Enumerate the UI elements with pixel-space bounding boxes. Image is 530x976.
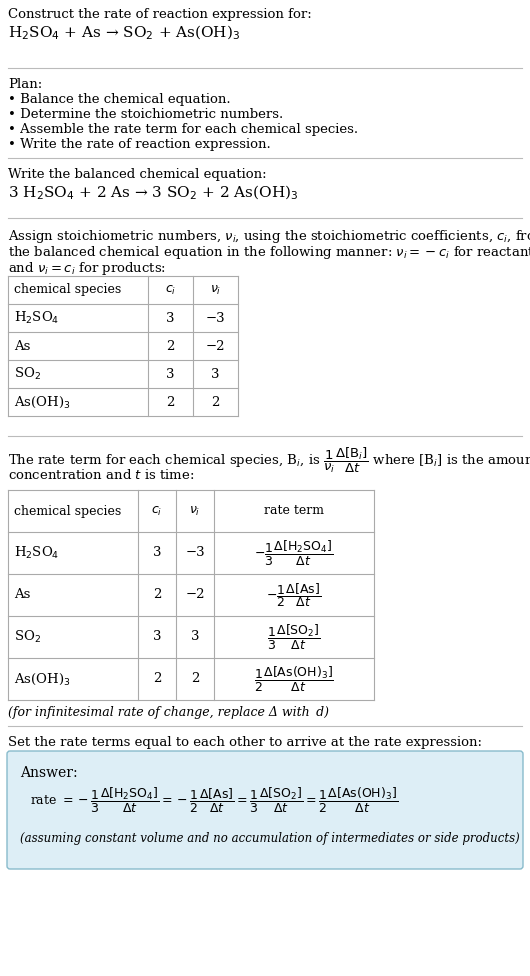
Text: $-\dfrac{1}{2}\dfrac{\Delta[\mathrm{As}]}{\Delta t}$: $-\dfrac{1}{2}\dfrac{\Delta[\mathrm{As}]… bbox=[266, 581, 322, 609]
Text: H$_2$SO$_4$: H$_2$SO$_4$ bbox=[14, 545, 59, 561]
Text: Set the rate terms equal to each other to arrive at the rate expression:: Set the rate terms equal to each other t… bbox=[8, 736, 482, 749]
Text: H$_2$SO$_4$ + As → SO$_2$ + As(OH)$_3$: H$_2$SO$_4$ + As → SO$_2$ + As(OH)$_3$ bbox=[8, 24, 240, 42]
Text: Answer:: Answer: bbox=[20, 766, 77, 780]
Text: Construct the rate of reaction expression for:: Construct the rate of reaction expressio… bbox=[8, 8, 312, 21]
Text: The rate term for each chemical species, B$_i$, is $\dfrac{1}{\nu_i}\dfrac{\Delt: The rate term for each chemical species,… bbox=[8, 446, 530, 475]
Text: 3: 3 bbox=[211, 368, 220, 381]
Text: $c_i$: $c_i$ bbox=[152, 505, 163, 517]
Text: • Balance the chemical equation.: • Balance the chemical equation. bbox=[8, 93, 231, 106]
Text: Assign stoichiometric numbers, $\nu_i$, using the stoichiometric coefficients, $: Assign stoichiometric numbers, $\nu_i$, … bbox=[8, 228, 530, 245]
Text: concentration and $t$ is time:: concentration and $t$ is time: bbox=[8, 468, 195, 482]
Text: chemical species: chemical species bbox=[14, 505, 121, 517]
Text: −3: −3 bbox=[185, 547, 205, 559]
Text: 2: 2 bbox=[191, 672, 199, 685]
Text: 2: 2 bbox=[166, 340, 175, 352]
Text: 2: 2 bbox=[153, 672, 161, 685]
Text: 2: 2 bbox=[153, 589, 161, 601]
Text: As: As bbox=[14, 589, 30, 601]
Text: $\nu_i$: $\nu_i$ bbox=[189, 505, 201, 517]
FancyBboxPatch shape bbox=[7, 751, 523, 869]
Text: chemical species: chemical species bbox=[14, 283, 121, 297]
Text: SO$_2$: SO$_2$ bbox=[14, 629, 41, 645]
Text: rate $= -\dfrac{1}{3}\dfrac{\Delta[\mathrm{H_2SO_4}]}{\Delta t} = -\dfrac{1}{2}\: rate $= -\dfrac{1}{3}\dfrac{\Delta[\math… bbox=[30, 786, 398, 815]
Text: $\dfrac{1}{3}\dfrac{\Delta[\mathrm{SO_2}]}{\Delta t}$: $\dfrac{1}{3}\dfrac{\Delta[\mathrm{SO_2}… bbox=[267, 623, 321, 652]
Text: $\nu_i$: $\nu_i$ bbox=[210, 283, 221, 297]
Text: Plan:: Plan: bbox=[8, 78, 42, 91]
Text: the balanced chemical equation in the following manner: $\nu_i = -c_i$ for react: the balanced chemical equation in the fo… bbox=[8, 244, 530, 261]
Text: −2: −2 bbox=[206, 340, 225, 352]
Text: As(OH)$_3$: As(OH)$_3$ bbox=[14, 394, 70, 410]
Text: H$_2$SO$_4$: H$_2$SO$_4$ bbox=[14, 310, 59, 326]
Text: and $\nu_i = c_i$ for products:: and $\nu_i = c_i$ for products: bbox=[8, 260, 166, 277]
Text: • Assemble the rate term for each chemical species.: • Assemble the rate term for each chemic… bbox=[8, 123, 358, 136]
Text: 3: 3 bbox=[153, 547, 161, 559]
Text: SO$_2$: SO$_2$ bbox=[14, 366, 41, 382]
Text: −2: −2 bbox=[186, 589, 205, 601]
Text: 2: 2 bbox=[166, 395, 175, 409]
Text: 3: 3 bbox=[191, 630, 199, 643]
Text: • Write the rate of reaction expression.: • Write the rate of reaction expression. bbox=[8, 138, 271, 151]
Text: $c_i$: $c_i$ bbox=[165, 283, 176, 297]
Text: rate term: rate term bbox=[264, 505, 324, 517]
Text: As(OH)$_3$: As(OH)$_3$ bbox=[14, 671, 70, 686]
Text: (for infinitesimal rate of change, replace Δ with  d): (for infinitesimal rate of change, repla… bbox=[8, 706, 329, 719]
Text: 3: 3 bbox=[153, 630, 161, 643]
Text: 3: 3 bbox=[166, 311, 175, 324]
Text: $-\dfrac{1}{3}\dfrac{\Delta[\mathrm{H_2SO_4}]}{\Delta t}$: $-\dfrac{1}{3}\dfrac{\Delta[\mathrm{H_2S… bbox=[254, 539, 334, 567]
Text: As: As bbox=[14, 340, 30, 352]
Text: 3 H$_2$SO$_4$ + 2 As → 3 SO$_2$ + 2 As(OH)$_3$: 3 H$_2$SO$_4$ + 2 As → 3 SO$_2$ + 2 As(O… bbox=[8, 184, 298, 202]
Text: • Determine the stoichiometric numbers.: • Determine the stoichiometric numbers. bbox=[8, 108, 283, 121]
Text: 2: 2 bbox=[211, 395, 220, 409]
Text: 3: 3 bbox=[166, 368, 175, 381]
Text: (assuming constant volume and no accumulation of intermediates or side products): (assuming constant volume and no accumul… bbox=[20, 832, 520, 845]
Text: −3: −3 bbox=[206, 311, 225, 324]
Text: $\dfrac{1}{2}\dfrac{\Delta[\mathrm{As(OH)_3}]}{\Delta t}$: $\dfrac{1}{2}\dfrac{\Delta[\mathrm{As(OH… bbox=[254, 665, 334, 694]
Text: Write the balanced chemical equation:: Write the balanced chemical equation: bbox=[8, 168, 267, 181]
